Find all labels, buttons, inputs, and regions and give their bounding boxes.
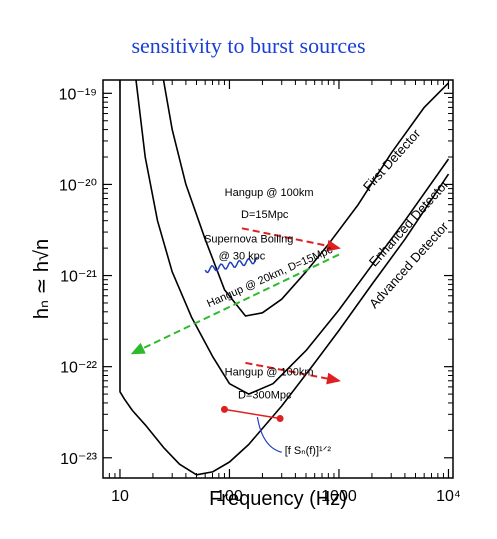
curve-label: First Detector	[360, 125, 424, 194]
annotation: [f Sₙ(f)]¹ᐟ²	[285, 445, 332, 457]
series-first-detector-curve	[162, 80, 450, 317]
x-tick-label: 10⁴	[436, 488, 461, 505]
y-tick-label: 10⁻²⁰	[59, 177, 97, 194]
y-axis-label: hₙ ≃ h√n	[31, 239, 53, 319]
annotation: Supernova Boiling	[204, 234, 293, 246]
chart-title: sensitivity to burst sources	[131, 33, 366, 58]
annotation: Hangup @ 100km	[225, 187, 314, 199]
arrow-hangup-20km-15mpc	[130, 253, 340, 355]
marker-link	[224, 408, 281, 420]
asd-pointer	[256, 416, 282, 453]
arrow-hangup-100km-300mpc	[245, 361, 341, 385]
series-advanced-detector-curve	[119, 80, 450, 476]
annotation: @ 30 kpc	[219, 251, 266, 263]
x-tick-label: 10	[111, 488, 129, 505]
data-marker	[276, 414, 284, 422]
plot-frame	[102, 79, 454, 479]
data-marker	[220, 405, 228, 413]
x-axis-label: Frequency (Hz)	[209, 488, 347, 510]
supernova-waveform	[204, 256, 258, 274]
arrow-hangup-100km-15mpc	[241, 227, 341, 252]
annotation: Hangup @ 100km	[225, 366, 314, 378]
y-tick-label: 10⁻²²	[60, 360, 98, 377]
x-tick-label: 1000	[321, 488, 357, 505]
y-tick-label: 10⁻¹⁹	[59, 86, 97, 103]
annotation: D=300Mpc	[238, 389, 292, 401]
series-enhanced-detector-curve	[135, 80, 450, 395]
y-tick-label: 10⁻²³	[60, 451, 98, 468]
y-tick-label: 10⁻²¹	[60, 269, 97, 286]
annotation: D=15Mpc	[241, 209, 289, 221]
x-tick-label: 100	[216, 488, 243, 505]
